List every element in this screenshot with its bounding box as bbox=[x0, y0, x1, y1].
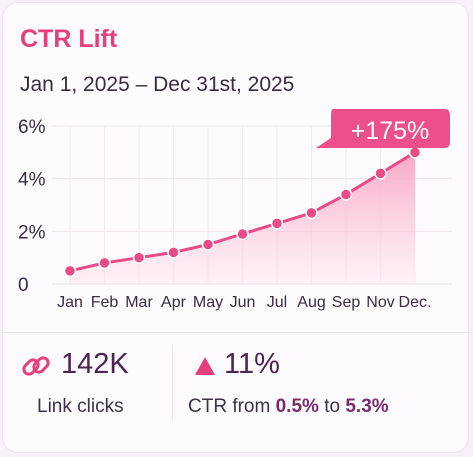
data-point bbox=[167, 246, 180, 259]
x-tick-label: Dec. bbox=[399, 294, 432, 311]
data-point bbox=[132, 251, 146, 264]
y-tick-label: 4% bbox=[18, 170, 46, 191]
y-tick-label: 0 bbox=[18, 275, 29, 296]
data-point bbox=[201, 238, 215, 251]
data-point bbox=[408, 146, 422, 159]
clicks-label: Link clicks bbox=[37, 396, 124, 417]
growth-badge-label: +175% bbox=[351, 117, 430, 145]
x-tick-label: Apr bbox=[161, 294, 187, 311]
x-tick-label: Mar bbox=[125, 294, 153, 311]
ctr-change-value: 11% bbox=[224, 348, 280, 380]
x-tick-label: Feb bbox=[91, 294, 119, 311]
series-area bbox=[70, 152, 415, 284]
y-tick-label: 6% bbox=[18, 117, 46, 138]
stats-divider bbox=[0, 332, 473, 333]
x-tick-label: Nov bbox=[366, 294, 394, 311]
data-point bbox=[270, 217, 284, 230]
growth-badge: +175% bbox=[316, 109, 450, 148]
x-tick-label: Sep bbox=[332, 294, 361, 311]
data-point bbox=[63, 264, 77, 278]
data-point bbox=[98, 256, 111, 270]
x-tick-label: May bbox=[193, 294, 223, 311]
data-point bbox=[374, 167, 387, 180]
y-tick-label: 2% bbox=[18, 222, 46, 243]
x-tick-label: Jan bbox=[57, 294, 83, 311]
data-point bbox=[305, 206, 318, 220]
ctr-from: 0.5% bbox=[275, 396, 319, 417]
stats-vertical-divider bbox=[172, 346, 173, 420]
ctr-to: 5.3% bbox=[345, 396, 389, 417]
data-point bbox=[339, 188, 353, 201]
clicks-value: 142K bbox=[61, 348, 129, 380]
x-tick-label: Aug bbox=[297, 294, 325, 311]
ctr-to-word: to bbox=[324, 396, 341, 417]
card-title: CTR Lift bbox=[20, 25, 118, 53]
triangle-up-icon bbox=[195, 357, 215, 375]
date-range: Jan 1, 2025 – Dec 31st, 2025 bbox=[20, 73, 295, 96]
ctr-prefix: CTR from bbox=[188, 396, 271, 417]
ctr-range-text: CTR from 0.5% to 5.3% bbox=[188, 396, 389, 418]
link-icon bbox=[22, 356, 50, 376]
x-tick-label: Jun bbox=[230, 294, 256, 311]
x-tick-label: Jul bbox=[267, 294, 287, 311]
data-point bbox=[236, 227, 249, 241]
